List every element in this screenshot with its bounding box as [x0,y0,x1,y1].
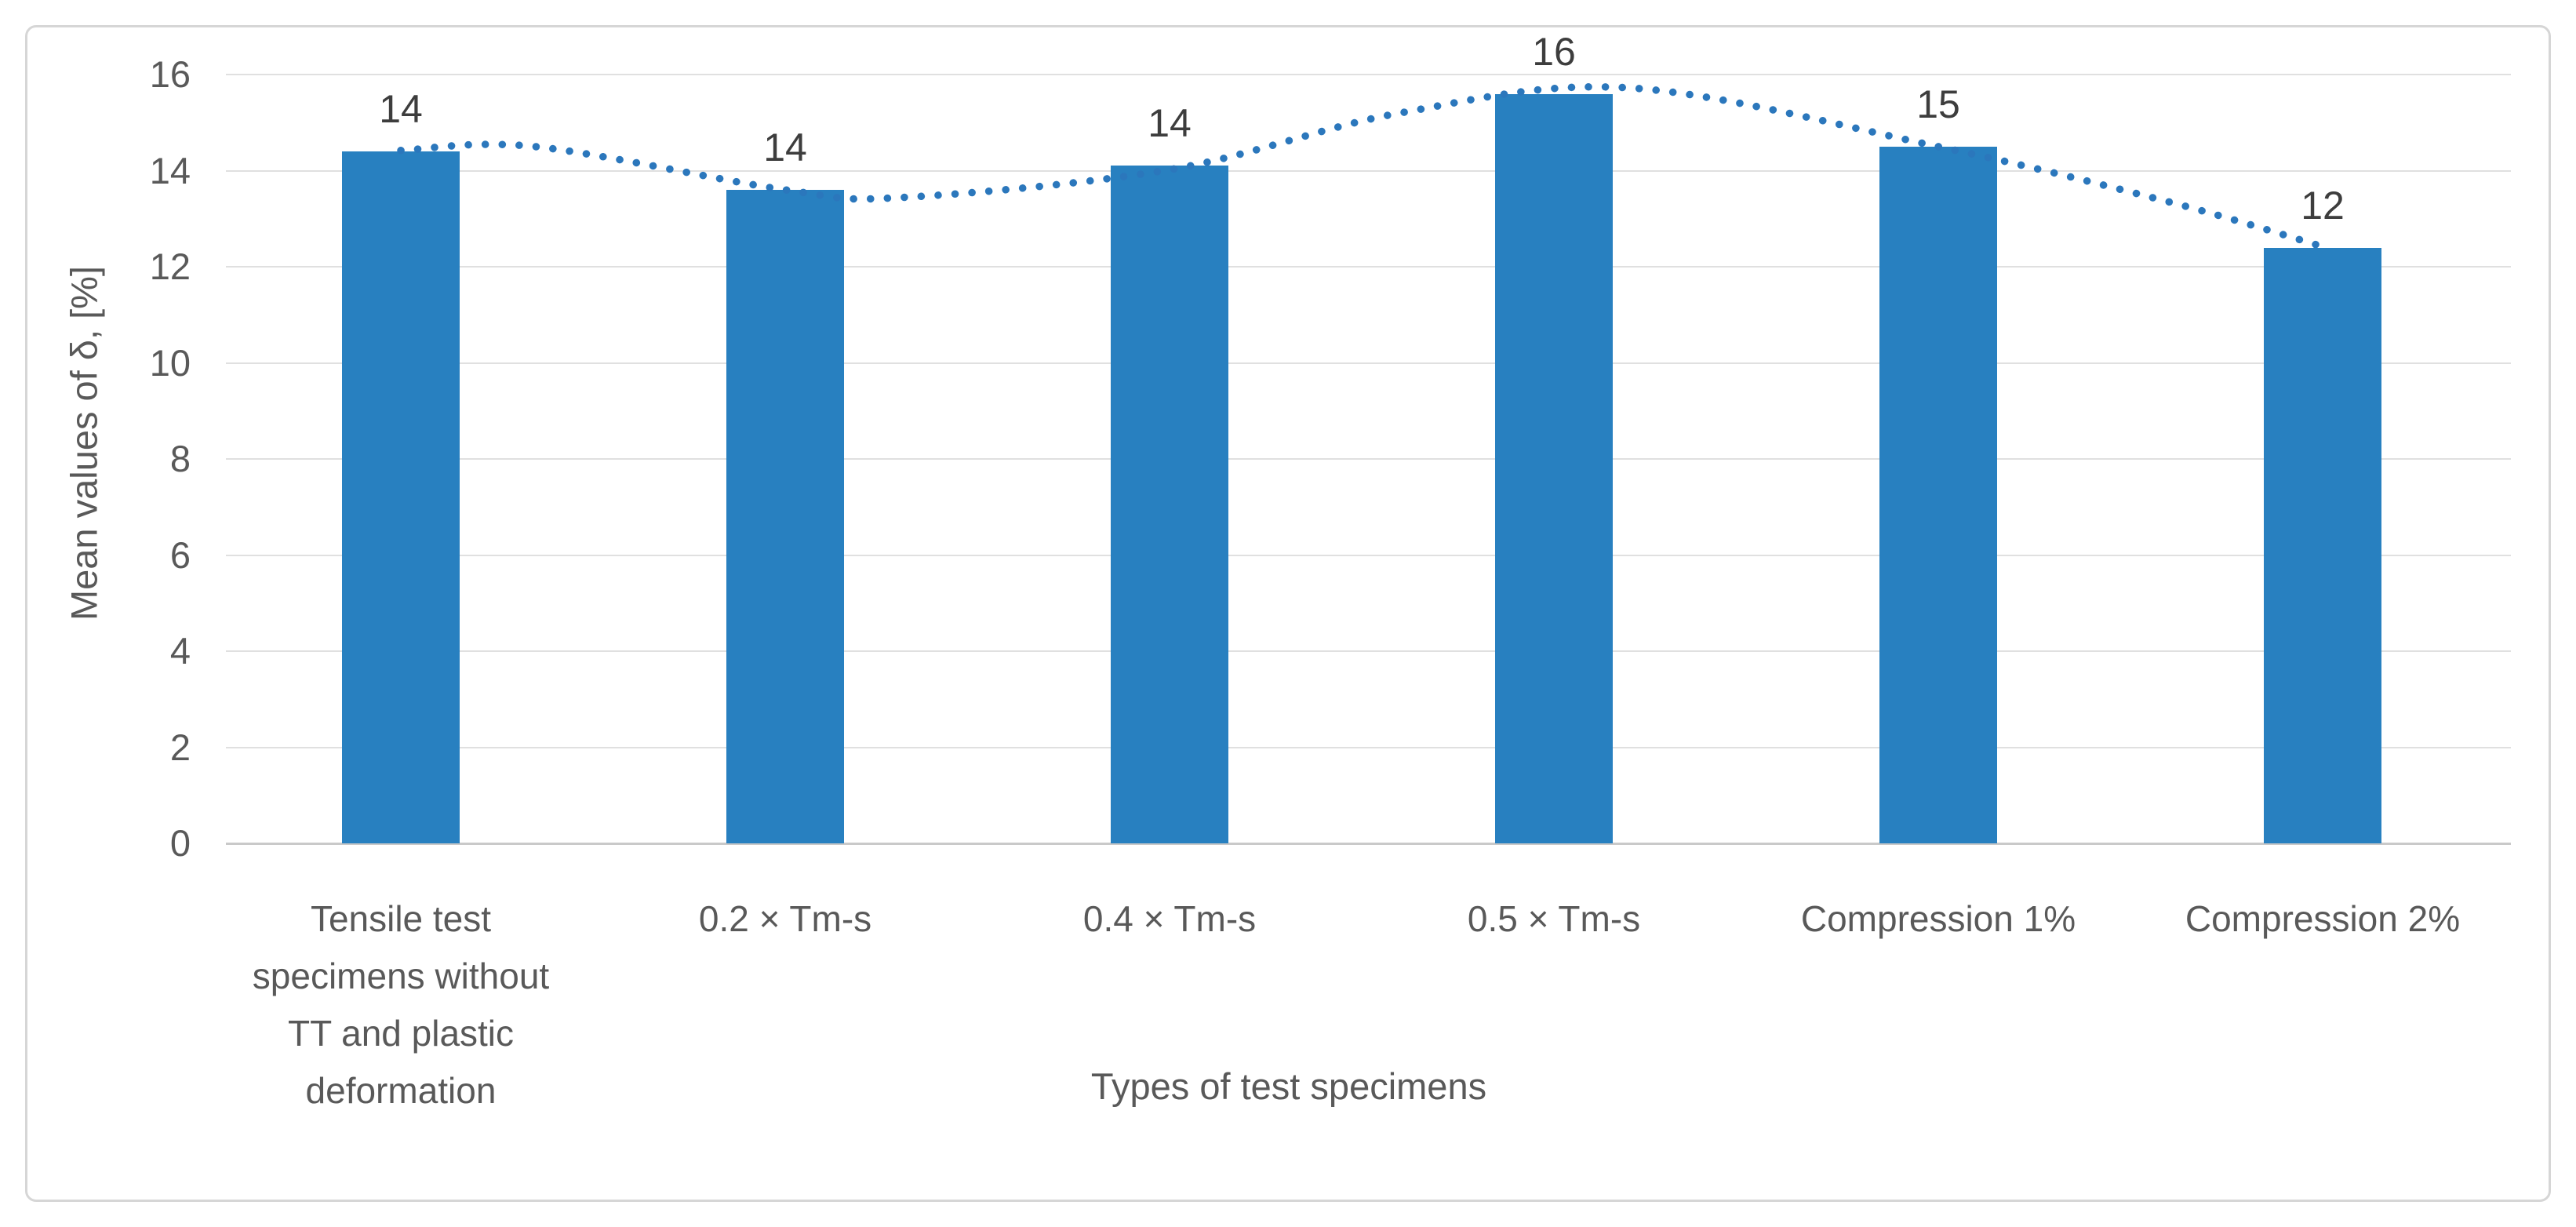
y-gridline [226,458,2511,460]
x-category-label: 0.5 × Tm-s [1467,898,1641,939]
y-gridline [226,266,2511,268]
y-tick-label: 8 [169,438,191,479]
bar [1495,93,1613,843]
x-axis-title: Types of test specimens [1090,1065,1487,1107]
bar-value-label: 16 [1532,29,1576,74]
x-category-label: 0.2 × Tm-s [698,898,872,939]
x-category-label: 0.4 × Tm-s [1082,898,1257,939]
y-gridline [226,74,2511,75]
bar [1111,166,1228,843]
y-axis-title-text: Mean values of δ, [%] [63,266,105,621]
y-tick-label: 4 [169,630,191,672]
trendline-path [397,83,2327,251]
x-category-label: Compression 1% [1800,898,2076,939]
y-tick-label: 0 [169,822,191,864]
bar-chart-plot-area: 0 2 4 6 8 10 12 14 16 14 Tensile test specimens wi… [27,27,2553,1204]
y-tick-label: 10 [149,341,191,384]
y-gridline [226,362,2511,364]
x-category-label: Tensile test specimens without TT and pl… [252,898,550,1111]
y-tick-label: 14 [149,149,191,191]
bar-value-label: 15 [1916,82,1960,126]
y-gridline [226,650,2511,652]
bar [726,190,844,843]
bar-value-label: 14 [763,126,807,169]
y-tick-label: 16 [149,53,191,95]
y-gridline [226,169,2511,172]
bar-value-label: 14 [379,87,423,131]
bar [1879,146,1997,843]
bar [342,151,460,843]
bar-value-label: 12 [2301,183,2345,228]
y-tick-label: 12 [149,246,191,287]
y-gridline [226,554,2511,556]
y-gridline [226,746,2511,748]
bar [2264,247,2381,843]
bar-value-label: 14 [1148,101,1192,146]
chart-card: 0 2 4 6 8 10 12 14 16 14 Tensile test specimens wi… [25,25,2551,1202]
x-category-label: Compression 2% [2185,898,2461,939]
y-tick-label: 2 [169,726,191,768]
y-tick-label: 6 [169,533,191,576]
x-axis-line [226,843,2511,845]
